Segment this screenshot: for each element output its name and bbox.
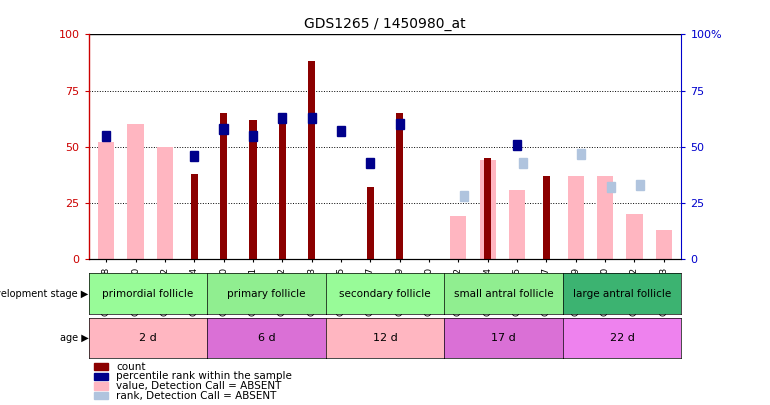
Bar [367,158,374,168]
Bar [278,113,286,123]
Bar [396,119,403,129]
Text: primordial follicle: primordial follicle [102,289,193,298]
Bar [607,182,614,192]
Text: 22 d: 22 d [610,333,634,343]
Bar [656,230,672,259]
Text: rank, Detection Call = ABSENT: rank, Detection Call = ABSENT [116,391,276,401]
Bar [95,373,108,380]
Text: value, Detection Call = ABSENT: value, Detection Call = ABSENT [116,381,282,391]
Bar [219,124,228,134]
Bar [307,113,316,123]
Bar [336,126,345,136]
Title: GDS1265 / 1450980_at: GDS1265 / 1450980_at [304,17,466,31]
Bar [308,62,315,259]
Bar [509,190,525,259]
Text: large antral follicle: large antral follicle [573,289,671,298]
Text: primary follicle: primary follicle [227,289,306,298]
Text: 17 d: 17 d [491,333,516,343]
Bar [396,113,403,259]
Text: 12 d: 12 d [373,333,397,343]
Text: development stage ▶: development stage ▶ [0,289,89,298]
Bar [480,160,496,259]
Bar [279,124,286,259]
Bar [95,382,108,390]
Bar [128,124,143,259]
Bar [578,149,585,159]
Bar [367,187,374,259]
Bar [190,174,198,259]
Bar [95,392,108,399]
Text: secondary follicle: secondary follicle [340,289,430,298]
Bar [484,158,491,259]
Bar [567,176,584,259]
Bar [249,130,257,141]
Bar [190,151,199,161]
Bar [543,176,550,259]
Bar [518,158,527,168]
Bar [627,214,642,259]
Text: age ▶: age ▶ [60,333,89,343]
Bar [513,140,521,149]
Bar [95,363,108,370]
Text: 2 d: 2 d [139,333,157,343]
Text: percentile rank within the sample: percentile rank within the sample [116,371,293,381]
Text: small antral follicle: small antral follicle [454,289,554,298]
Bar [460,191,468,201]
Bar [636,180,644,190]
Bar [102,130,110,141]
Bar [450,217,467,259]
Text: 6 d: 6 d [258,333,275,343]
Bar [157,147,173,259]
Text: count: count [116,362,146,371]
Bar [597,176,613,259]
Bar [220,113,227,259]
Bar [249,120,256,259]
Bar [98,142,114,259]
